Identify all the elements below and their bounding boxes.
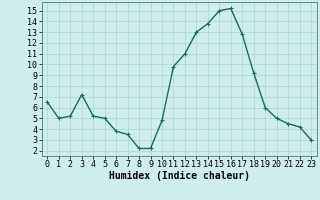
X-axis label: Humidex (Indice chaleur): Humidex (Indice chaleur) <box>109 171 250 181</box>
